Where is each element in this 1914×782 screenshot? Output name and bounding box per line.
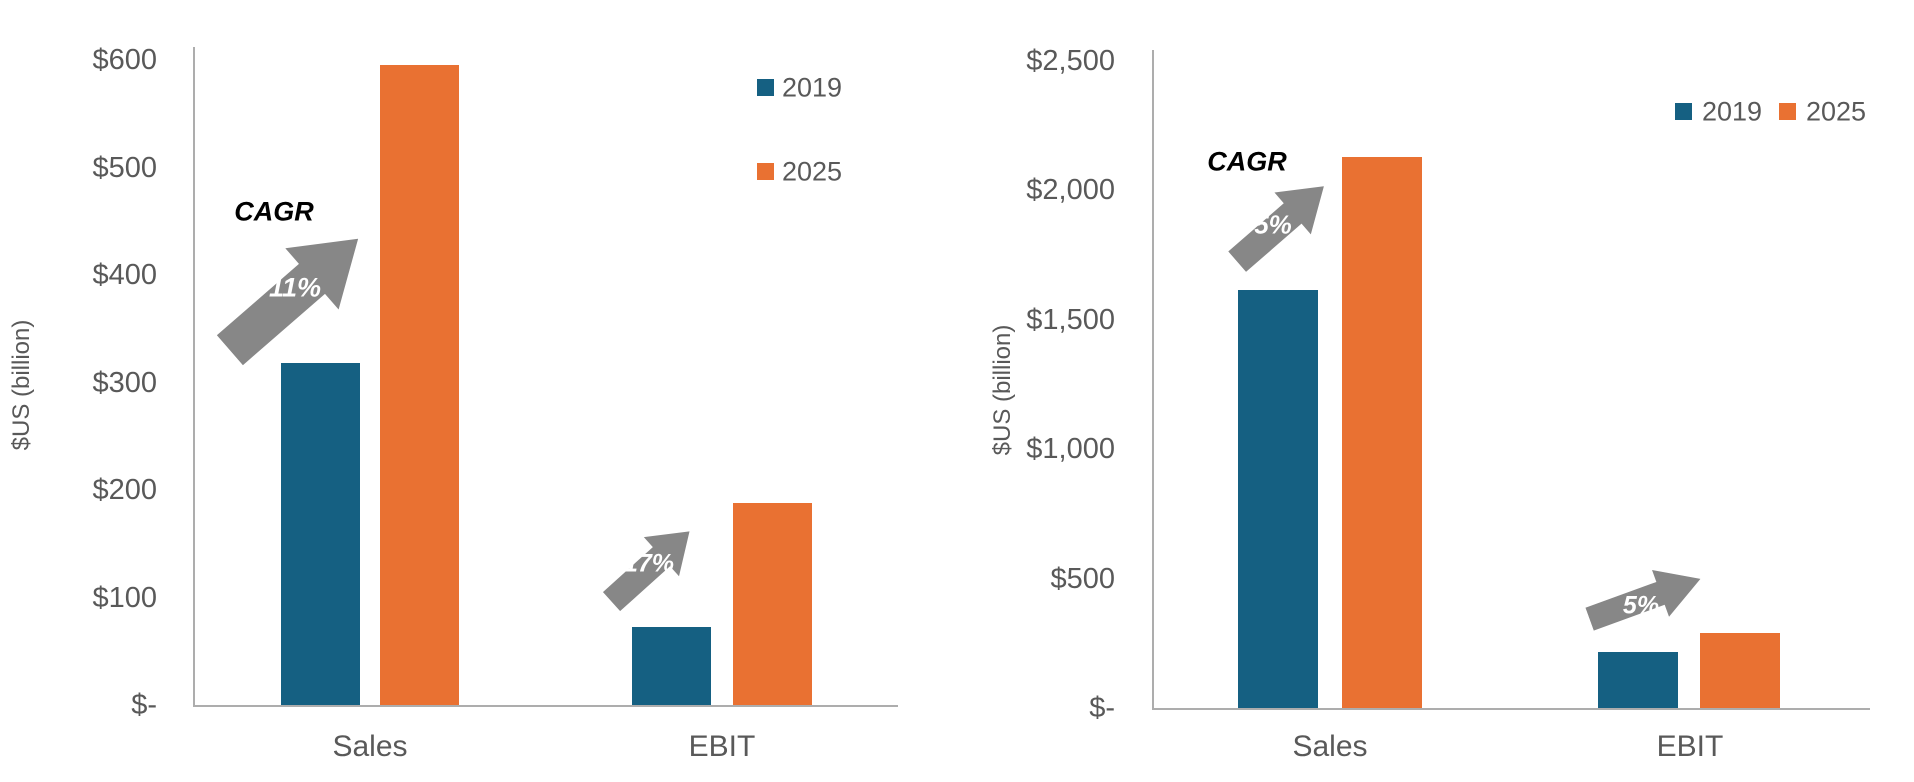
bar-2019-ebit — [632, 627, 711, 705]
legend-swatch — [757, 163, 774, 180]
y-tick-label: $500 — [1050, 562, 1115, 595]
legend-swatch — [1779, 103, 1796, 120]
legend-label: 2025 — [1806, 96, 1867, 127]
bar-2025-sales — [1342, 157, 1422, 708]
y-tick-label: $2,500 — [1026, 45, 1115, 77]
y-axis-line — [193, 47, 195, 705]
legend-swatch — [1675, 103, 1692, 120]
y-tick-label: $600 — [92, 44, 157, 76]
y-tick-label: $2,000 — [1026, 174, 1115, 207]
bar-2025-ebit — [733, 503, 812, 705]
y-axis-title: $US (billion) — [8, 319, 35, 451]
cagr-arrow-ebit — [593, 510, 708, 621]
x-axis-line — [1152, 708, 1870, 710]
category-label: EBIT — [1656, 730, 1724, 763]
legend-label: 2025 — [782, 156, 843, 187]
bar-2025-sales — [380, 65, 459, 705]
x-axis-line — [193, 705, 898, 707]
y-tick-label: $- — [1089, 692, 1115, 724]
cagr-arrow-ebit — [1581, 554, 1710, 643]
y-axis-line — [1152, 50, 1154, 708]
cagr-arrow-label: 11% — [268, 272, 322, 303]
cagr-arrow-label: 5% — [1622, 591, 1660, 620]
cagr-arrow-sales — [202, 206, 386, 382]
category-label: Sales — [332, 730, 408, 763]
cagr-arrow-label: 5% — [1254, 209, 1292, 240]
cagr-label: CAGR — [234, 196, 314, 227]
bar-2025-ebit — [1700, 633, 1780, 708]
y-tick-label: $1,500 — [1026, 303, 1115, 336]
y-tick-label: $500 — [92, 151, 157, 184]
y-tick-label: $100 — [92, 581, 157, 614]
cagr-arrow-sales — [1218, 164, 1343, 283]
bar-2019-sales — [281, 363, 360, 705]
y-tick-label: $300 — [92, 366, 157, 399]
y-axis-title: $US (billion) — [989, 324, 1016, 456]
y-tick-label: $200 — [92, 474, 157, 506]
bar-2019-sales — [1238, 290, 1318, 708]
legend-label: 2019 — [1702, 96, 1763, 127]
y-tick-label: $400 — [92, 259, 157, 291]
y-tick-label: $- — [131, 689, 157, 721]
cagr-label: CAGR — [1207, 146, 1287, 177]
cagr-arrow-label: 17% — [623, 549, 675, 578]
legend-label: 2019 — [782, 72, 843, 103]
bar-2019-ebit — [1598, 652, 1678, 708]
legend-swatch — [757, 79, 774, 96]
y-tick-label: $1,000 — [1026, 433, 1115, 466]
category-label: Sales — [1292, 730, 1368, 763]
category-label: EBIT — [688, 730, 756, 763]
